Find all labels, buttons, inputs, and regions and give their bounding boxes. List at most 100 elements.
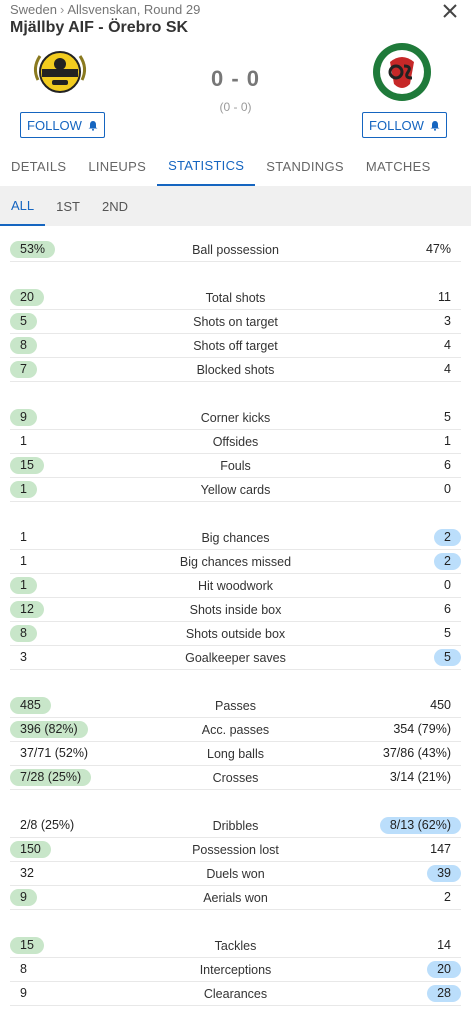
stat-away-value: 5 — [434, 649, 461, 666]
stats-group: Total shots 20 11 Shots on target 5 3 Shots of… — [0, 274, 471, 394]
stat-away-value: 20 — [427, 961, 461, 978]
stat-row: Duels won 32 39 — [10, 862, 461, 886]
stat-home-value: 396 (82%) — [10, 721, 88, 738]
breadcrumb-separator: › — [59, 2, 65, 17]
stat-home-value: 15 — [10, 457, 44, 474]
stat-away-value: 37/86 (43%) — [382, 746, 451, 760]
stat-row: Long balls 37/71 (52%) 37/86 (43%) — [10, 742, 461, 766]
stat-label: Aerials won — [203, 891, 268, 905]
stat-label: Clearances — [203, 987, 268, 1001]
stat-home-value: 9 — [10, 409, 37, 426]
stat-row: Hit woodwork 1 0 — [10, 574, 461, 598]
stat-away-value: 354 (79%) — [393, 722, 451, 736]
stat-label: Ball possession — [192, 243, 279, 257]
follow-home-label: FOLLOW — [27, 117, 82, 133]
stat-row: Blocked shots 7 4 — [10, 358, 461, 382]
stat-row: Total shots 20 11 — [10, 286, 461, 310]
stats-group: Big chances 1 2 Big chances missed 1 2 Hit woo… — [0, 514, 471, 682]
bell-icon — [430, 120, 440, 131]
stat-label: Long balls — [207, 747, 264, 761]
period-tabs: ALL 1ST 2ND — [0, 186, 471, 226]
stat-home-value: 485 — [10, 697, 51, 714]
stat-home-value: 53% — [10, 241, 56, 258]
stat-home-value: 2/8 (25%) — [20, 818, 75, 832]
stat-home-value: 1 — [20, 434, 27, 448]
subtab-2nd[interactable]: 2ND — [101, 198, 128, 214]
stats-group: Tackles 15 14 Interceptions 8 20 Clearances 9 28 — [0, 922, 471, 1009]
stat-row: Aerials won 9 2 — [10, 886, 461, 910]
stat-home-value: 8 — [10, 337, 37, 354]
breadcrumb: Sweden › Allsvenskan, Round 29 — [10, 2, 200, 17]
stat-away-value: 0 — [444, 482, 451, 496]
subtab-all[interactable]: ALL — [0, 186, 46, 226]
stat-label: Goalkeeper saves — [185, 651, 286, 665]
stat-row: Ball possession 53% 47% — [10, 238, 461, 262]
tab-lineups[interactable]: LINEUPS — [88, 158, 147, 174]
match-title: Mjällby AIF - Örebro SK — [10, 19, 189, 36]
stat-label: Hit woodwork — [197, 579, 274, 593]
stat-row: Big chances missed 1 2 — [10, 550, 461, 574]
stat-home-value: 32 — [20, 866, 34, 880]
stat-away-value: 8/13 (62%) — [379, 817, 461, 834]
stat-away-value: 3/14 (21%) — [389, 770, 451, 784]
stat-row: Big chances 1 2 — [10, 526, 461, 550]
stat-label: Yellow cards — [200, 483, 271, 497]
halftime-score: (0 - 0) — [219, 100, 252, 114]
stat-row: Acc. passes 396 (82%) 354 (79%) — [10, 718, 461, 742]
stat-label: Blocked shots — [196, 363, 275, 377]
stat-label: Shots outside box — [185, 627, 286, 641]
stat-away-value: 4 — [444, 362, 451, 376]
stat-home-value: 15 — [10, 937, 44, 954]
stat-row: Offsides 1 1 — [10, 430, 461, 454]
stat-away-value: 14 — [437, 938, 451, 952]
stat-label: Crosses — [212, 771, 259, 785]
stat-label: Shots inside box — [189, 603, 282, 617]
stat-row: Goalkeeper saves 3 5 — [10, 646, 461, 670]
stat-label: Shots off target — [193, 339, 278, 353]
stat-away-value: 450 — [430, 698, 451, 712]
stat-away-value: 47% — [425, 242, 451, 256]
stat-label: Shots on target — [193, 315, 278, 329]
away-team-logo[interactable] — [370, 40, 434, 104]
stat-label: Duels won — [206, 867, 265, 881]
stat-home-value: 7/28 (25%) — [10, 769, 92, 786]
subtab-1st[interactable]: 1ST — [56, 198, 80, 214]
follow-home-button[interactable]: FOLLOW — [20, 112, 105, 138]
breadcrumb-competition[interactable]: Allsvenskan, Round 29 — [67, 2, 201, 17]
stat-away-value: 2 — [434, 529, 461, 546]
stat-row: Crosses 7/28 (25%) 3/14 (21%) — [10, 766, 461, 790]
stat-row: Passes 485 450 — [10, 694, 461, 718]
stat-away-value: 6 — [444, 458, 451, 472]
stat-label: Interceptions — [199, 963, 272, 977]
stat-row: Tackles 15 14 — [10, 934, 461, 958]
stat-row: Interceptions 8 20 — [10, 958, 461, 982]
stat-home-value: 1 — [20, 530, 27, 544]
stats-group: Ball possession 53% 47% — [0, 226, 471, 274]
tab-statistics[interactable]: STATISTICS — [157, 146, 256, 186]
tab-standings[interactable]: STANDINGS — [266, 158, 344, 174]
stat-away-value: 147 — [430, 842, 451, 856]
stat-row: Clearances 9 28 — [10, 982, 461, 1006]
stats-group: Dribbles 2/8 (25%) 8/13 (62%) Possession lo… — [0, 802, 471, 922]
home-team-logo[interactable] — [28, 40, 92, 104]
stat-away-value: 5 — [444, 626, 451, 640]
stat-label: Possession lost — [192, 843, 279, 857]
follow-away-button[interactable]: FOLLOW — [362, 112, 447, 138]
stat-home-value: 1 — [10, 481, 37, 498]
stat-away-value: 2 — [434, 553, 461, 570]
stat-home-value: 7 — [10, 361, 37, 378]
follow-away-label: FOLLOW — [369, 117, 424, 133]
stat-away-value: 5 — [444, 410, 451, 424]
stat-row: Dribbles 2/8 (25%) 8/13 (62%) — [10, 814, 461, 838]
stat-home-value: 1 — [20, 554, 27, 568]
match-score: 0 - 0 — [210, 66, 261, 91]
stat-row: Shots inside box 12 6 — [10, 598, 461, 622]
stat-label: Corner kicks — [200, 411, 271, 425]
stat-home-value: 1 — [10, 577, 37, 594]
close-icon[interactable] — [441, 2, 459, 20]
stat-label: Passes — [215, 699, 256, 713]
breadcrumb-country[interactable]: Sweden — [10, 2, 57, 17]
statistics-list: Ball possession 53% 47% Total shots 20 11 Shot… — [0, 226, 471, 1009]
tab-matches[interactable]: MATCHES — [365, 158, 431, 174]
tab-details[interactable]: DETAILS — [11, 158, 67, 174]
